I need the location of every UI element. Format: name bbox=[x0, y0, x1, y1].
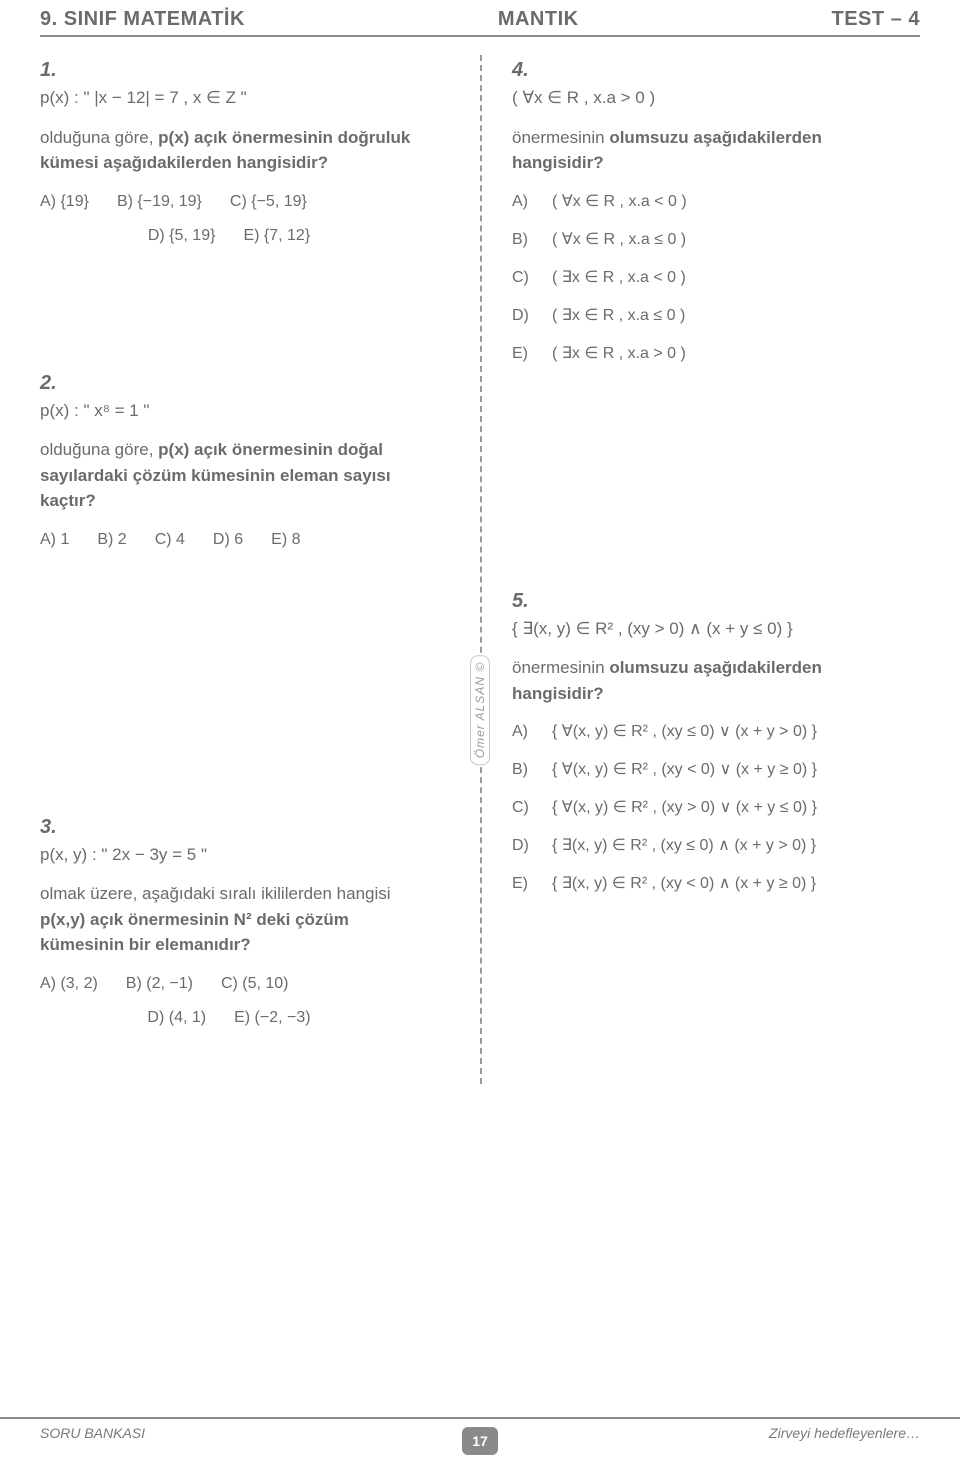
q5-options: A) { ∀(x, y) ∈ R² , (xy ≤ 0) ∨ (x + y > 0… bbox=[512, 720, 868, 896]
q3-opt-a: A) (3, 2) bbox=[40, 972, 98, 996]
q4-opt-d-val: ( ∃x ∈ R , x.a ≤ 0 ) bbox=[552, 304, 685, 328]
q3-stem: olmak üzere, aşağıdaki sıralı ikililerde… bbox=[40, 881, 418, 958]
columns: 1. p(x) : " |x − 12| = 7 , x ∈ Z " olduğ… bbox=[40, 55, 920, 1084]
q5-opt-e: E) { ∃(x, y) ∈ R² , (xy < 0) ∧ (x + y ≥ 0… bbox=[512, 872, 868, 896]
q4-stem-mid: olumsuzu bbox=[609, 128, 688, 147]
header-center: MANTIK bbox=[498, 8, 579, 31]
q4-opt-b-lab: B) bbox=[512, 228, 538, 252]
header-left: 9. SINIF MATEMATİK bbox=[40, 8, 245, 31]
q5-stem-mid: olumsuzu bbox=[609, 658, 688, 677]
author-watermark: Ömer ALSAN © bbox=[470, 655, 490, 765]
q2-stem-plain: olduğuna göre, bbox=[40, 440, 158, 459]
q5-opt-d-val: { ∃(x, y) ∈ R² , (xy ≤ 0) ∧ (x + y > 0) … bbox=[552, 834, 816, 858]
q2-proposition: p(x) : " x⁸ = 1 " bbox=[40, 398, 418, 424]
q5-opt-b: B) { ∀(x, y) ∈ R² , (xy < 0) ∨ (x + y ≥ 0… bbox=[512, 758, 868, 782]
q2-body: p(x) : " x⁸ = 1 " olduğuna göre, p(x) aç… bbox=[40, 398, 418, 552]
q4-opt-e-val: ( ∃x ∈ R , x.a > 0 ) bbox=[552, 342, 686, 366]
footer-right: Zirveyi hedefleyenlere… bbox=[769, 1425, 920, 1441]
q3-stem-bold: p(x,y) açık önermesinin N² deki çözüm kü… bbox=[40, 910, 349, 955]
q1-options-row1: A) {19} B) {−19, 19} C) {−5, 19} bbox=[40, 190, 418, 214]
q4-opt-b-val: ( ∀x ∈ R , x.a ≤ 0 ) bbox=[552, 228, 686, 252]
q5-stem: önermesinin olumsuzu aşağıdakilerden han… bbox=[512, 655, 868, 706]
q2-stem: olduğuna göre, p(x) açık önermesinin doğ… bbox=[40, 437, 418, 514]
question-5: 5. { ∃(x, y) ∈ R² , (xy > 0) ∧ (x + y ≤ … bbox=[512, 586, 900, 897]
q1-stem-plain: olduğuna göre, bbox=[40, 128, 158, 147]
q1-opt-e: E) {7, 12} bbox=[243, 224, 310, 248]
q4-opt-a-lab: A) bbox=[512, 190, 538, 214]
q5-opt-c-val: { ∀(x, y) ∈ R² , (xy > 0) ∨ (x + y ≤ 0) … bbox=[552, 796, 817, 820]
q2-opt-a: A) 1 bbox=[40, 528, 69, 552]
q5-opt-a-lab: A) bbox=[512, 720, 538, 744]
q4-opt-b: B) ( ∀x ∈ R , x.a ≤ 0 ) bbox=[512, 228, 868, 252]
q2-number: 2. bbox=[40, 368, 68, 398]
q4-options: A) ( ∀x ∈ R , x.a < 0 ) B) ( ∀x ∈ R , x.a … bbox=[512, 190, 868, 366]
q4-opt-d-lab: D) bbox=[512, 304, 538, 328]
q5-opt-a: A) { ∀(x, y) ∈ R² , (xy ≤ 0) ∨ (x + y > 0… bbox=[512, 720, 868, 744]
q4-opt-e: E) ( ∃x ∈ R , x.a > 0 ) bbox=[512, 342, 868, 366]
question-3: 3. p(x, y) : " 2x − 3y = 5 " olmak üzere… bbox=[40, 812, 450, 1030]
q3-options-row1: A) (3, 2) B) (2, −1) C) (5, 10) bbox=[40, 972, 418, 996]
q4-opt-a: A) ( ∀x ∈ R , x.a < 0 ) bbox=[512, 190, 868, 214]
q3-opt-d: D) (4, 1) bbox=[147, 1006, 206, 1030]
q4-opt-c-lab: C) bbox=[512, 266, 538, 290]
q2-opt-e: E) 8 bbox=[271, 528, 300, 552]
q5-opt-b-val: { ∀(x, y) ∈ R² , (xy < 0) ∨ (x + y ≥ 0) … bbox=[552, 758, 817, 782]
q1-stem: olduğuna göre, p(x) açık önermesinin doğ… bbox=[40, 125, 418, 176]
q4-number: 4. bbox=[512, 55, 540, 85]
q3-stem-plain: olmak üzere, aşağıdaki sıralı ikililerde… bbox=[40, 884, 391, 903]
question-2: 2. p(x) : " x⁸ = 1 " olduğuna göre, p(x)… bbox=[40, 368, 450, 552]
q3-opt-e: E) (−2, −3) bbox=[234, 1006, 310, 1030]
footer-left: SORU BANKASI bbox=[40, 1425, 145, 1441]
q1-opt-d: D) {5, 19} bbox=[148, 224, 216, 248]
q5-opt-c: C) { ∀(x, y) ∈ R² , (xy > 0) ∨ (x + y ≤ 0… bbox=[512, 796, 868, 820]
q4-stem: önermesinin olumsuzu aşağıdakilerden han… bbox=[512, 125, 868, 176]
q4-opt-e-lab: E) bbox=[512, 342, 538, 366]
q3-opt-b: B) (2, −1) bbox=[126, 972, 193, 996]
q5-proposition: { ∃(x, y) ∈ R² , (xy > 0) ∧ (x + y ≤ 0) … bbox=[512, 616, 868, 642]
footer-wrap: SORU BANKASI 17 Zirveyi hedefleyenlere… bbox=[40, 1425, 920, 1441]
q4-opt-a-val: ( ∀x ∈ R , x.a < 0 ) bbox=[552, 190, 687, 214]
page: 9. SINIF MATEMATİK MANTIK TEST – 4 1. p(… bbox=[0, 0, 960, 1471]
q1-proposition: p(x) : " |x − 12| = 7 , x ∈ Z " bbox=[40, 85, 418, 111]
footer-page: 17 bbox=[462, 1427, 498, 1455]
q4-stem-pre: önermesinin bbox=[512, 128, 609, 147]
q4-opt-c-val: ( ∃x ∈ R , x.a < 0 ) bbox=[552, 266, 686, 290]
q5-opt-d: D) { ∃(x, y) ∈ R² , (xy ≤ 0) ∧ (x + y > 0… bbox=[512, 834, 868, 858]
q1-opt-b: B) {−19, 19} bbox=[117, 190, 202, 214]
q5-opt-c-lab: C) bbox=[512, 796, 538, 820]
q5-opt-e-lab: E) bbox=[512, 872, 538, 896]
q1-options-row2: D) {5, 19} E) {7, 12} bbox=[40, 224, 418, 248]
q1-opt-c: C) {−5, 19} bbox=[230, 190, 307, 214]
q4-body: ( ∀x ∈ R , x.a > 0 ) önermesinin olumsuz… bbox=[512, 85, 868, 366]
footer: SORU BANKASI 17 Zirveyi hedefleyenlere… bbox=[0, 1417, 960, 1441]
q5-opt-d-lab: D) bbox=[512, 834, 538, 858]
q3-options-row2: D) (4, 1) E) (−2, −3) bbox=[40, 1006, 418, 1030]
q3-number: 3. bbox=[40, 812, 68, 842]
q3-proposition: p(x, y) : " 2x − 3y = 5 " bbox=[40, 842, 418, 868]
q5-stem-pre: önermesinin bbox=[512, 658, 609, 677]
q2-opt-c: C) 4 bbox=[155, 528, 185, 552]
q4-proposition: ( ∀x ∈ R , x.a > 0 ) bbox=[512, 85, 868, 111]
q5-body: { ∃(x, y) ∈ R² , (xy > 0) ∧ (x + y ≤ 0) … bbox=[512, 616, 868, 897]
question-1: 1. p(x) : " |x − 12| = 7 , x ∈ Z " olduğ… bbox=[40, 55, 450, 248]
header-bar: 9. SINIF MATEMATİK MANTIK TEST – 4 bbox=[40, 0, 920, 37]
q5-opt-b-lab: B) bbox=[512, 758, 538, 782]
q1-number: 1. bbox=[40, 55, 68, 85]
q5-opt-a-val: { ∀(x, y) ∈ R² , (xy ≤ 0) ∨ (x + y > 0) … bbox=[552, 720, 817, 744]
header-right: TEST – 4 bbox=[832, 8, 920, 31]
left-column: 1. p(x) : " |x − 12| = 7 , x ∈ Z " olduğ… bbox=[40, 55, 480, 1084]
q4-opt-d: D) ( ∃x ∈ R , x.a ≤ 0 ) bbox=[512, 304, 868, 328]
q2-options: A) 1 B) 2 C) 4 D) 6 E) 8 bbox=[40, 528, 418, 552]
q4-opt-c: C) ( ∃x ∈ R , x.a < 0 ) bbox=[512, 266, 868, 290]
q2-opt-d: D) 6 bbox=[213, 528, 243, 552]
question-4: 4. ( ∀x ∈ R , x.a > 0 ) önermesinin olum… bbox=[512, 55, 900, 366]
q5-number: 5. bbox=[512, 586, 540, 616]
q2-opt-b: B) 2 bbox=[97, 528, 126, 552]
right-column: 4. ( ∀x ∈ R , x.a > 0 ) önermesinin olum… bbox=[480, 55, 920, 1084]
q5-opt-e-val: { ∃(x, y) ∈ R² , (xy < 0) ∧ (x + y ≥ 0) … bbox=[552, 872, 816, 896]
q3-body: p(x, y) : " 2x − 3y = 5 " olmak üzere, a… bbox=[40, 842, 418, 1030]
q1-body: p(x) : " |x − 12| = 7 , x ∈ Z " olduğuna… bbox=[40, 85, 418, 248]
q3-opt-c: C) (5, 10) bbox=[221, 972, 289, 996]
q1-opt-a: A) {19} bbox=[40, 190, 89, 214]
